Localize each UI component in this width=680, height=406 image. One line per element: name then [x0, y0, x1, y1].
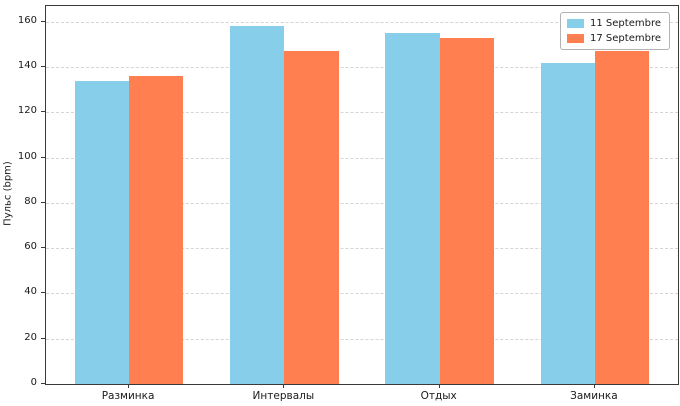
plot-area: 11 Septembre 17 Septembre — [45, 5, 679, 385]
gridline-20 — [46, 338, 678, 340]
bar-11-septembre-1 — [230, 26, 285, 384]
y-tick-label-120: 120 — [17, 105, 37, 117]
legend-label: 17 Septembre — [590, 33, 661, 44]
y-tick-label-100: 100 — [17, 150, 37, 162]
y-tick-mark-80 — [41, 201, 45, 203]
y-tick-label-160: 160 — [17, 14, 37, 26]
gridline-100 — [46, 157, 678, 159]
x-tick-mark-0 — [128, 384, 130, 388]
bar-17-septembre-1 — [284, 51, 339, 384]
y-tick-mark-0 — [41, 383, 45, 384]
y-tick-label-80: 80 — [24, 195, 37, 207]
x-tick-mark-2 — [438, 384, 440, 388]
legend-item-0: 11 Septembre — [567, 18, 661, 29]
y-tick-mark-60 — [41, 247, 45, 249]
y-tick-mark-100 — [41, 156, 45, 158]
x-tick-mark-1 — [283, 384, 285, 388]
y-tick-label-60: 60 — [24, 241, 37, 253]
bar-11-septembre-3 — [540, 62, 595, 384]
bar-17-septembre-3 — [594, 51, 650, 384]
x-tick-label-3: Заминка — [570, 390, 618, 402]
y-tick-label-20: 20 — [24, 331, 37, 343]
legend-swatch-icon — [567, 34, 585, 43]
bar-11-septembre-2 — [385, 33, 440, 384]
x-tick-mark-3 — [593, 384, 595, 388]
legend-label: 11 Septembre — [590, 18, 661, 29]
bar-17-septembre-2 — [439, 37, 494, 384]
y-tick-label-0: 0 — [30, 377, 37, 388]
legend-item-1: 17 Septembre — [567, 33, 661, 44]
y-tick-label-140: 140 — [17, 60, 37, 72]
legend: 11 Septembre 17 Septembre — [560, 12, 670, 50]
y-tick-mark-120 — [41, 111, 45, 113]
y-tick-mark-160 — [41, 20, 45, 22]
gridline-120 — [46, 112, 678, 114]
gridline-140 — [46, 67, 678, 69]
y-tick-label-40: 40 — [24, 286, 37, 298]
x-tick-label-0: Разминка — [101, 390, 155, 402]
gridline-160 — [46, 21, 678, 23]
y-tick-mark-40 — [41, 292, 45, 294]
x-tick-label-1: Интервалы — [252, 390, 315, 402]
gridline-60 — [46, 248, 678, 250]
bar-11-septembre-0 — [74, 80, 130, 384]
x-tick-label-2: Отдых — [420, 390, 457, 402]
gridline-40 — [46, 293, 678, 295]
y-tick-mark-140 — [41, 66, 45, 68]
bar-17-septembre-0 — [129, 76, 184, 384]
gridline-80 — [46, 202, 678, 204]
y-tick-mark-20 — [41, 337, 45, 339]
legend-swatch-icon — [567, 19, 585, 28]
